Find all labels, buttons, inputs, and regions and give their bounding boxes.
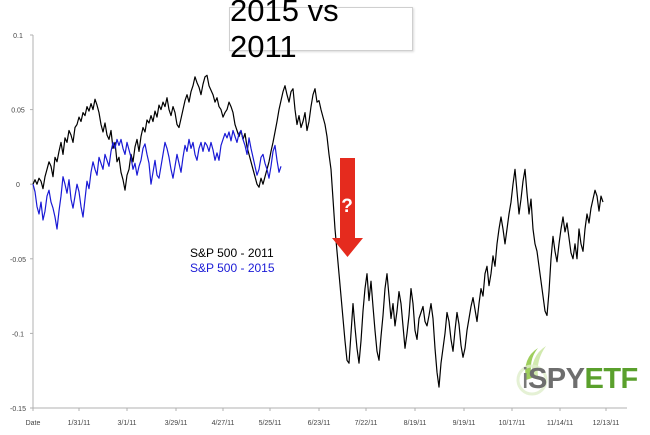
arrow-annotation — [332, 158, 363, 257]
x-tick-label: 9/19/11 — [453, 420, 476, 427]
x-tick-label: 12/13/11 — [593, 420, 620, 427]
series-line-s-p-500-2011 — [32, 74, 604, 388]
legend-entry-2015: S&P 500 - 2015 — [190, 261, 275, 275]
ispyetf-logo: iSPYETF — [522, 363, 638, 396]
x-tick-label: Date — [26, 420, 41, 427]
legend: S&P 500 - 2011 S&P 500 - 2015 — [190, 246, 275, 276]
logo-i: i — [522, 363, 528, 395]
x-tick-label: 5/25/11 — [259, 420, 282, 427]
x-tick-label: 1/31/11 — [68, 420, 91, 427]
logo-spy: SPY — [527, 363, 585, 395]
y-tick-label: -0.15 — [10, 406, 26, 413]
ispyetf-logo-swoosh — [516, 346, 548, 396]
chart-title: 2015 vs 2011 — [229, 0, 413, 64]
x-tick-label: 10/17/11 — [499, 420, 526, 427]
x-tick-label: 8/19/11 — [404, 420, 427, 427]
legend-entry-2011: S&P 500 - 2011 — [190, 246, 274, 260]
x-tick-label: 4/27/11 — [212, 420, 235, 427]
logo-etf: ETF — [584, 363, 638, 395]
x-tick-label: 7/22/11 — [355, 420, 378, 427]
series-line-s-p-500-2015 — [32, 129, 282, 230]
y-tick-label: -0.1 — [12, 331, 24, 338]
y-tick-label: -0.05 — [10, 257, 26, 264]
x-tick-label: 3/29/11 — [165, 420, 188, 427]
y-tick-label: 0.1 — [13, 33, 23, 40]
x-tick-label: 3/1/11 — [118, 420, 137, 427]
y-tick-label: 0 — [16, 182, 20, 189]
x-tick-label: 6/23/11 — [308, 420, 331, 427]
y-tick-label: 0.05 — [11, 108, 25, 115]
x-tick-label: 11/14/11 — [547, 420, 573, 427]
question-mark-label: ? — [341, 196, 353, 217]
down-arrow-icon — [332, 158, 363, 257]
series-layer — [32, 74, 604, 388]
